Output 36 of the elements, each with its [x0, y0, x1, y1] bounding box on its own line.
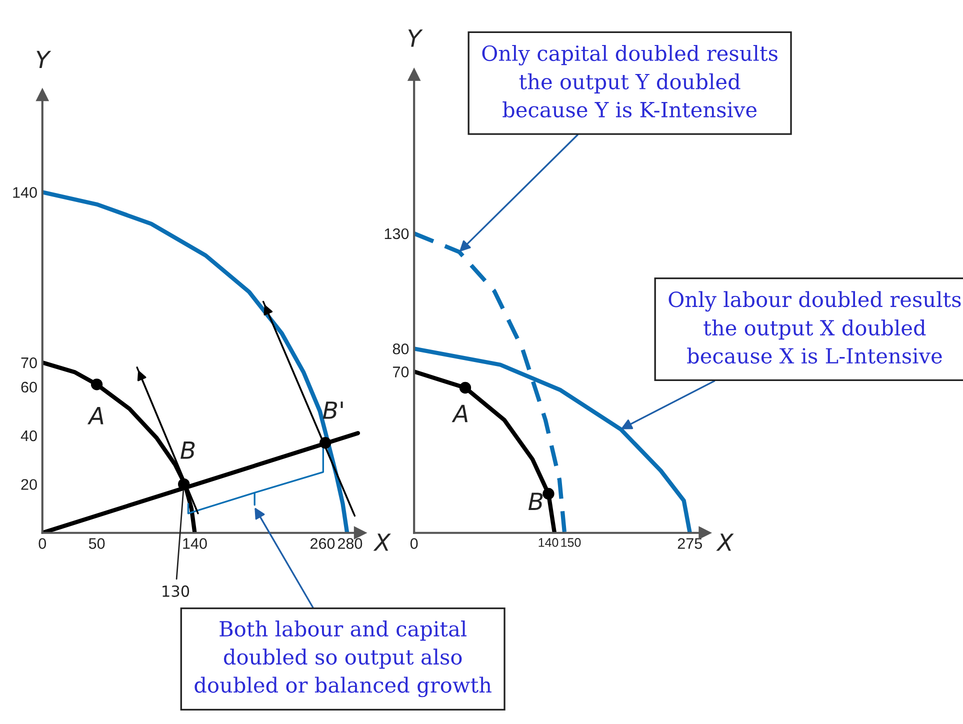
x-tick-label: 150: [561, 538, 581, 547]
annotation: B: [528, 492, 543, 510]
annotation: A: [452, 404, 468, 422]
x-tick-label: 0: [38, 538, 46, 549]
x-tick-label: 140: [183, 538, 207, 549]
y-tick-label: 40: [20, 430, 37, 442]
annotation: Only labour doubled results the output X doubled because X is L-Intensive: [668, 291, 961, 364]
annotation: 130: [162, 585, 190, 597]
y-tick-label: 70: [393, 366, 409, 378]
line-series: [414, 370, 557, 533]
annotation: Only capital doubled results the output Y doubled because Y is K-Intensive: [482, 44, 778, 118]
x-tick-label: 280: [338, 538, 362, 549]
y-tick-label: 80: [392, 343, 409, 354]
x-tick-label: 50: [88, 538, 105, 549]
annotation: B': [322, 402, 343, 419]
x-tick-label: 140: [538, 538, 558, 547]
y-tick-label: 60: [21, 382, 37, 393]
y-tick-label: 140: [13, 187, 37, 198]
text: Both labour and capital doubled so output also doubled or balanced growth: [194, 620, 492, 698]
x-tick-label: 0: [410, 538, 418, 549]
x-axis-title: X: [373, 534, 391, 551]
y-tick-label: 70: [21, 357, 37, 368]
point: [90, 378, 103, 390]
line-series: [42, 190, 350, 533]
x-tick-label: 260: [310, 538, 335, 549]
point: [319, 436, 332, 449]
y-tick-label: 20: [21, 479, 37, 490]
y-axis-title: Y: [408, 30, 423, 47]
annotation: B: [180, 442, 195, 459]
x-axis-title: X: [716, 534, 734, 551]
annotation: A: [87, 407, 104, 424]
y-axis-title: Y: [36, 50, 52, 68]
line-series: [42, 360, 197, 533]
x-tick-label: 275: [678, 538, 702, 549]
point: [178, 478, 190, 490]
y-tick-label: 130: [384, 228, 409, 240]
